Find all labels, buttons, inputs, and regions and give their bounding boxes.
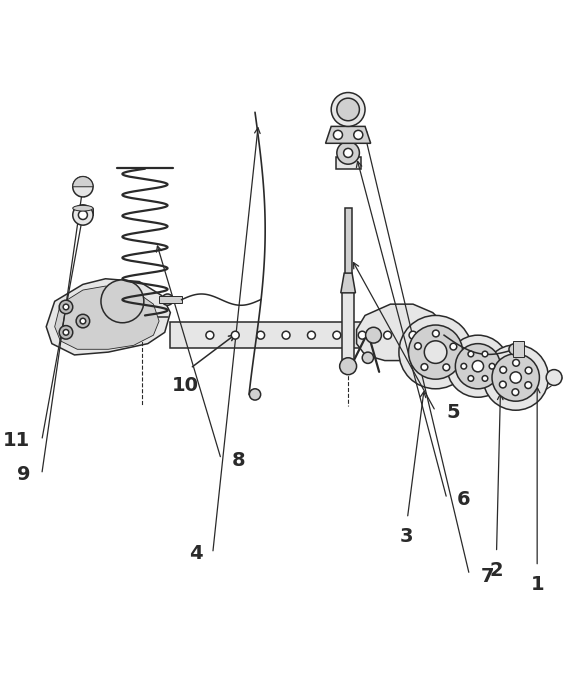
Text: 4: 4 xyxy=(189,544,202,563)
Circle shape xyxy=(409,325,463,379)
Text: 8: 8 xyxy=(231,451,245,470)
Text: 6: 6 xyxy=(457,491,470,510)
Circle shape xyxy=(362,352,374,364)
Circle shape xyxy=(359,331,366,339)
Circle shape xyxy=(333,130,342,139)
Text: 11: 11 xyxy=(3,431,30,450)
Circle shape xyxy=(59,326,73,339)
Circle shape xyxy=(482,351,488,357)
Text: 2: 2 xyxy=(490,561,503,580)
Circle shape xyxy=(257,331,265,339)
Circle shape xyxy=(525,382,532,389)
Circle shape xyxy=(500,381,506,388)
Circle shape xyxy=(421,364,428,370)
Circle shape xyxy=(354,130,363,139)
Circle shape xyxy=(450,343,456,350)
Circle shape xyxy=(468,351,473,357)
Circle shape xyxy=(510,372,521,383)
Circle shape xyxy=(80,318,86,324)
Circle shape xyxy=(59,300,73,314)
Circle shape xyxy=(433,330,439,337)
Circle shape xyxy=(546,370,562,385)
Circle shape xyxy=(78,210,87,220)
Bar xyxy=(159,295,182,303)
Circle shape xyxy=(333,331,341,339)
Bar xyxy=(345,208,352,290)
Circle shape xyxy=(472,360,483,372)
Circle shape xyxy=(443,364,449,370)
Circle shape xyxy=(63,304,69,310)
Circle shape xyxy=(337,142,359,164)
Circle shape xyxy=(489,364,495,369)
Circle shape xyxy=(500,366,507,373)
Bar xyxy=(170,322,447,348)
Circle shape xyxy=(337,98,359,121)
Circle shape xyxy=(231,331,239,339)
Circle shape xyxy=(331,93,365,126)
Circle shape xyxy=(525,367,532,374)
Circle shape xyxy=(73,176,93,197)
Circle shape xyxy=(461,364,466,369)
Text: 1: 1 xyxy=(531,575,544,594)
Circle shape xyxy=(76,314,90,328)
Circle shape xyxy=(282,331,290,339)
Circle shape xyxy=(343,149,353,158)
Circle shape xyxy=(206,331,214,339)
Circle shape xyxy=(468,376,473,381)
Polygon shape xyxy=(341,273,356,293)
Text: 10: 10 xyxy=(172,377,199,395)
Polygon shape xyxy=(55,286,159,349)
Circle shape xyxy=(384,331,392,339)
Circle shape xyxy=(509,343,520,355)
Text: 9: 9 xyxy=(17,465,30,484)
Bar xyxy=(336,158,360,169)
Circle shape xyxy=(482,376,488,381)
Circle shape xyxy=(424,341,447,364)
Circle shape xyxy=(415,343,422,349)
Circle shape xyxy=(399,316,472,389)
Text: 3: 3 xyxy=(399,527,413,546)
Polygon shape xyxy=(46,279,170,355)
Circle shape xyxy=(455,343,500,389)
Circle shape xyxy=(101,280,144,322)
Circle shape xyxy=(162,294,173,306)
Circle shape xyxy=(63,329,69,335)
Circle shape xyxy=(73,205,93,225)
Text: 5: 5 xyxy=(447,403,461,422)
Bar xyxy=(342,290,354,360)
Circle shape xyxy=(483,345,549,410)
Bar xyxy=(514,341,524,357)
Circle shape xyxy=(512,389,519,395)
Circle shape xyxy=(447,335,509,397)
Text: 7: 7 xyxy=(481,566,494,585)
Wedge shape xyxy=(73,176,93,187)
Circle shape xyxy=(409,331,417,339)
Circle shape xyxy=(250,389,261,400)
Circle shape xyxy=(512,360,519,366)
Circle shape xyxy=(340,358,357,375)
Circle shape xyxy=(366,327,381,343)
Polygon shape xyxy=(325,126,371,143)
Circle shape xyxy=(307,331,315,339)
Ellipse shape xyxy=(73,206,93,211)
Circle shape xyxy=(492,354,539,401)
Polygon shape xyxy=(357,304,447,360)
